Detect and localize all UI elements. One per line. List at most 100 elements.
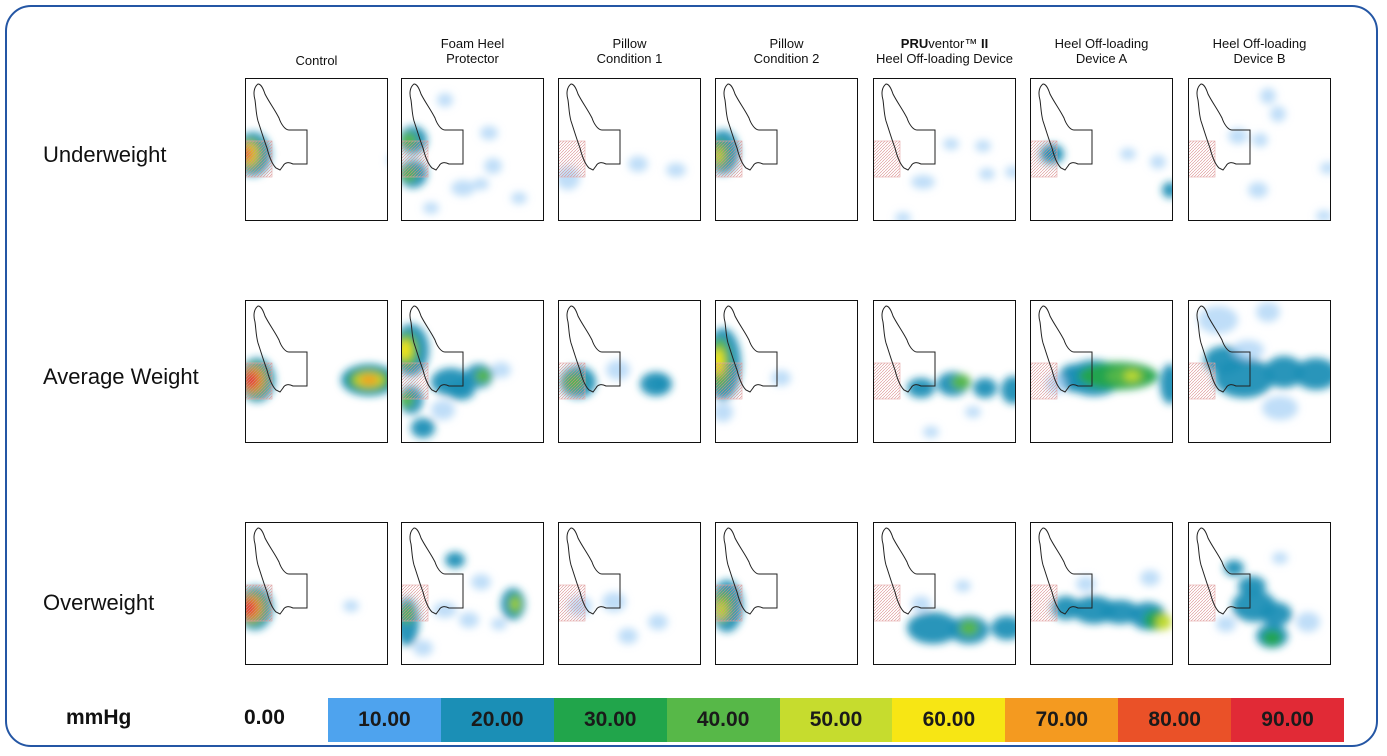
heel-zone — [1188, 140, 1216, 178]
pressure-map-3-4 — [715, 522, 858, 665]
foot-outline-icon — [401, 83, 464, 178]
pressure-blob — [1162, 182, 1173, 198]
foot-outline — [253, 527, 308, 615]
pressure-blob — [923, 426, 939, 438]
pressure-map-1-1 — [245, 78, 388, 221]
legend-stop: 50.00 — [779, 698, 893, 742]
pressure-blob — [491, 362, 511, 378]
column-header-line: Protector — [446, 51, 499, 66]
pressure-map-1-4 — [715, 78, 858, 221]
pressure-map-3-3 — [558, 522, 701, 665]
pressure-blob — [606, 360, 630, 380]
legend-stop: 40.00 — [666, 698, 780, 742]
heel-zone — [873, 584, 901, 622]
legend-zero-label: 0.00 — [244, 706, 285, 729]
heel-zone — [401, 584, 429, 622]
foot-outline-icon — [1030, 527, 1093, 622]
pressure-blob — [1296, 612, 1320, 632]
foot-outline-icon — [1030, 83, 1093, 178]
heel-zone — [401, 362, 429, 400]
foot-outline-icon — [245, 83, 308, 178]
column-header-3: Pillow Condition 1 — [556, 36, 704, 66]
pressure-blob — [1256, 302, 1280, 322]
pressure-map-3-1 — [245, 522, 388, 665]
pressure-blob — [1100, 600, 1140, 624]
foot-outline-icon — [1188, 83, 1251, 178]
foot-outline-icon — [401, 305, 464, 400]
foot-outline — [881, 305, 936, 393]
column-header-line: Heel Off-loading — [1054, 36, 1149, 51]
column-header-1: Control — [243, 53, 391, 68]
row-label-3: Overweight — [43, 590, 155, 615]
pressure-blob — [955, 580, 971, 592]
pressure-blob — [771, 370, 791, 386]
heel-zone — [245, 362, 273, 400]
pressure-heatmap — [401, 552, 525, 656]
column-header-2: Foam Heel Protector — [399, 36, 547, 66]
pressure-blob — [907, 378, 935, 398]
pressure-blob — [628, 156, 648, 172]
pressure-blob — [1005, 166, 1016, 178]
pressure-blob — [907, 612, 959, 644]
column-header-line: Foam Heel — [440, 36, 505, 51]
foot-outline — [1196, 305, 1251, 393]
pressure-blob — [447, 380, 475, 400]
foot-outline-icon — [715, 83, 778, 178]
pressure-blob — [1264, 356, 1304, 388]
pressure-blob — [1228, 128, 1248, 144]
row-label-2: Average Weight — [43, 364, 199, 389]
pressure-blob — [1270, 106, 1286, 122]
pressure-map-3-6 — [1030, 522, 1173, 665]
column-header-line: Pillow — [769, 36, 804, 51]
pressure-heatmap — [1216, 552, 1320, 648]
pressure-map-2-5 — [873, 300, 1016, 443]
column-header-5: PRUventor™ II Heel Off-loading Device — [871, 36, 1019, 66]
row-label-1: Underweight — [43, 142, 167, 167]
pressure-map-3-7 — [1188, 522, 1331, 665]
column-header-line: Pillow — [612, 36, 647, 51]
pressure-blob — [1262, 630, 1282, 646]
figure-frame — [5, 5, 1378, 747]
pressure-blob — [1260, 602, 1292, 626]
pressure-blob — [359, 375, 379, 385]
pressure-map-1-2 — [401, 78, 544, 221]
foot-outline-icon — [1030, 305, 1093, 400]
pressure-heatmap — [895, 138, 1016, 221]
foot-outline-icon — [558, 305, 621, 400]
heel-zone — [245, 140, 273, 178]
foot-outline — [1196, 83, 1251, 171]
pressure-blob — [1124, 371, 1140, 381]
foot-outline-icon — [245, 527, 308, 622]
pressure-map-3-5 — [873, 522, 1016, 665]
heel-zone — [1188, 362, 1216, 400]
heel-zone — [873, 140, 901, 178]
foot-outline — [253, 305, 308, 393]
heel-zone — [715, 584, 743, 622]
pressure-blob — [1260, 88, 1276, 104]
pressure-blob — [473, 178, 489, 190]
foot-outline-icon — [245, 305, 308, 400]
pressure-map-2-6 — [1030, 300, 1173, 443]
pressure-map-2-2 — [401, 300, 544, 443]
pressure-blob — [401, 340, 412, 360]
pressure-blob — [512, 599, 518, 609]
foot-outline — [881, 527, 936, 615]
foot-outline — [409, 83, 464, 171]
pressure-blob — [475, 369, 491, 383]
heel-zone — [245, 584, 273, 622]
foot-outline-icon — [1188, 305, 1251, 400]
foot-outline-icon — [558, 83, 621, 178]
legend-stop: 90.00 — [1231, 698, 1345, 742]
heel-zone — [715, 140, 743, 178]
foot-outline-icon — [558, 527, 621, 622]
pressure-map-3-2 — [401, 522, 544, 665]
foot-outline — [723, 305, 778, 393]
heel-zone — [1030, 140, 1058, 178]
column-header-line: Device A — [1075, 51, 1128, 66]
pressure-blob — [1150, 155, 1166, 169]
column-header-line: Heel Off-loading — [1212, 36, 1307, 51]
pressure-blob — [1216, 616, 1236, 632]
pressure-blob — [975, 140, 991, 152]
pressure-blob — [343, 600, 359, 612]
heel-zone — [1030, 584, 1058, 622]
